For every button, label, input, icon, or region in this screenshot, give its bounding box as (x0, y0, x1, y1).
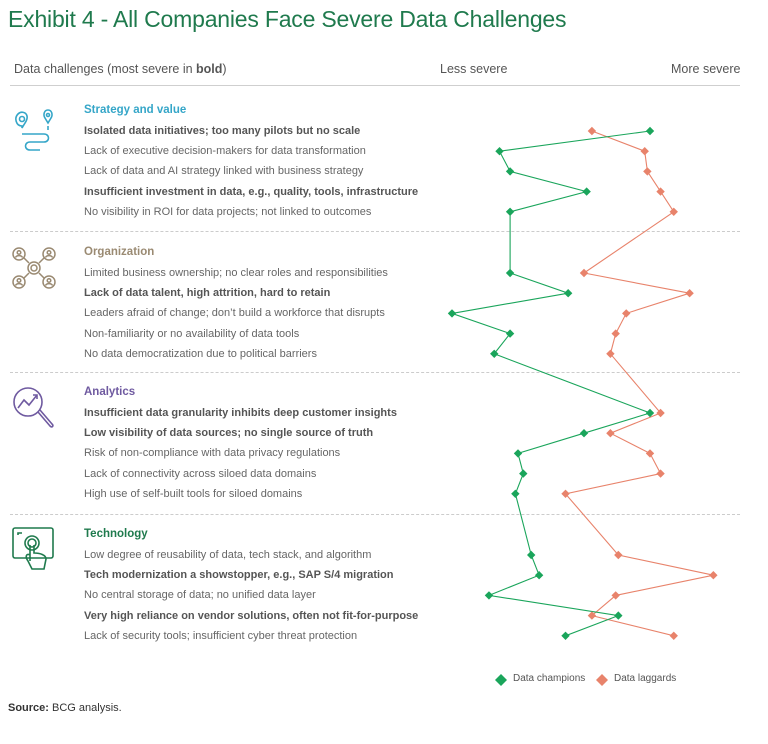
data-point-laggards (622, 309, 631, 318)
legend-laggards-marker (596, 674, 608, 686)
challenges-header-bold: bold (196, 62, 223, 76)
series-line-laggards (564, 130, 714, 637)
data-point-champions (645, 126, 655, 136)
data-point-champions (484, 591, 494, 600)
data-point-laggards (669, 207, 678, 216)
data-point-laggards (561, 489, 570, 498)
series-line-champions (449, 130, 652, 637)
section-divider (10, 231, 740, 232)
source-label: Source: (8, 702, 49, 714)
data-point-champions (582, 187, 591, 196)
data-point-laggards (685, 289, 694, 298)
data-point-laggards (587, 126, 597, 136)
challenge-label: Lack of data and AI strategy linked with… (84, 165, 364, 178)
data-point-champions (614, 611, 623, 620)
challenges-header-close: ) (222, 62, 227, 76)
page-title: Exhibit 4 - All Companies Face Severe Da… (8, 6, 567, 32)
header-rule (10, 85, 740, 86)
challenge-label: Lack of executive decision-makers for da… (84, 145, 366, 158)
challenge-label: Risk of non-compliance with data privacy… (84, 447, 341, 460)
data-point-champions (513, 449, 523, 458)
source-note: Source: BCG analysis. (8, 702, 122, 714)
challenge-label: Isolated data initiatives; too many pilo… (84, 125, 361, 137)
data-point-laggards (643, 167, 652, 176)
people-network-icon (10, 245, 58, 293)
data-point-champions (490, 349, 499, 358)
challenge-label: Insufficient data granularity inhibits d… (84, 407, 397, 419)
data-point-laggards (606, 349, 615, 358)
more-severe-label: More severe (671, 62, 741, 76)
data-point-laggards (606, 429, 615, 438)
challenge-label: Very high reliance on vendor solutions, … (84, 609, 419, 622)
challenge-label: Low degree of reusability of data, tech … (84, 549, 372, 561)
challenge-label: High use of self-built tools for siloed … (84, 487, 303, 500)
touch-screen-icon (10, 525, 58, 573)
challenges-header: Data challenges (most severe in bold) (14, 62, 227, 76)
data-point-laggards (640, 147, 649, 156)
challenge-label: Lack of data talent, high attrition, har… (84, 287, 331, 300)
data-point-laggards (611, 591, 620, 600)
data-point-champions (505, 207, 515, 216)
section-divider (10, 514, 740, 515)
data-point-champions (645, 408, 655, 418)
less-severe-label: Less severe (440, 62, 508, 76)
data-point-champions (505, 167, 515, 176)
data-point-laggards (611, 329, 620, 338)
data-point-champions (579, 429, 589, 438)
map-pin-route-icon (10, 104, 58, 152)
challenge-label: Leaders afraid of change; don’t build a … (84, 307, 385, 320)
data-point-laggards (656, 187, 665, 196)
challenge-label: No data democratization due to political… (84, 347, 317, 360)
data-point-champions (519, 469, 528, 478)
data-point-champions (563, 289, 573, 298)
section-title-strategy: Strategy and value (84, 104, 187, 116)
data-point-champions (505, 329, 515, 338)
data-point-champions (511, 489, 520, 498)
data-point-champions (561, 631, 570, 640)
data-point-champions (495, 147, 504, 156)
challenge-label: Tech modernization a showstopper, e.g., … (84, 569, 394, 582)
challenge-label: Lack of security tools; insufficient cyb… (84, 629, 358, 642)
data-point-laggards (579, 268, 589, 278)
challenge-label: Low visibility of data sources; no singl… (84, 427, 374, 440)
challenge-label: No visibility in ROI for data projects; … (84, 205, 372, 218)
data-point-champions (505, 268, 515, 278)
challenge-label: Limited business ownership; no clear rol… (84, 267, 388, 279)
data-point-laggards (656, 408, 665, 418)
challenge-label: Lack of connectivity across siloed data … (84, 467, 317, 480)
source-text: BCG analysis. (48, 702, 122, 714)
challenge-label: No central storage of data; no unified d… (84, 589, 316, 602)
data-point-laggards (614, 550, 623, 560)
data-point-laggards (669, 631, 678, 640)
legend-champions-label: Data champions (513, 673, 586, 684)
challenges-header-text: Data challenges (most severe in (14, 62, 197, 76)
data-point-laggards (645, 449, 655, 458)
section-title-technology: Technology (84, 528, 148, 540)
data-point-laggards (656, 469, 665, 478)
section-divider (10, 372, 740, 373)
section-title-analytics: Analytics (84, 386, 136, 398)
data-point-champions (534, 571, 544, 580)
legend-laggards-label: Data laggards (614, 673, 677, 684)
analytics-magnifier-icon (10, 384, 58, 432)
data-point-laggards (709, 571, 718, 580)
section-title-organization: Organization (84, 246, 155, 258)
challenge-label: Insufficient investment in data, e.g., q… (84, 185, 419, 198)
data-point-champions (447, 309, 457, 318)
challenge-label: Non-familiarity or no availability of da… (84, 327, 300, 340)
legend-champions-marker (495, 674, 507, 686)
data-point-champions (527, 550, 536, 560)
data-point-laggards (587, 611, 597, 620)
